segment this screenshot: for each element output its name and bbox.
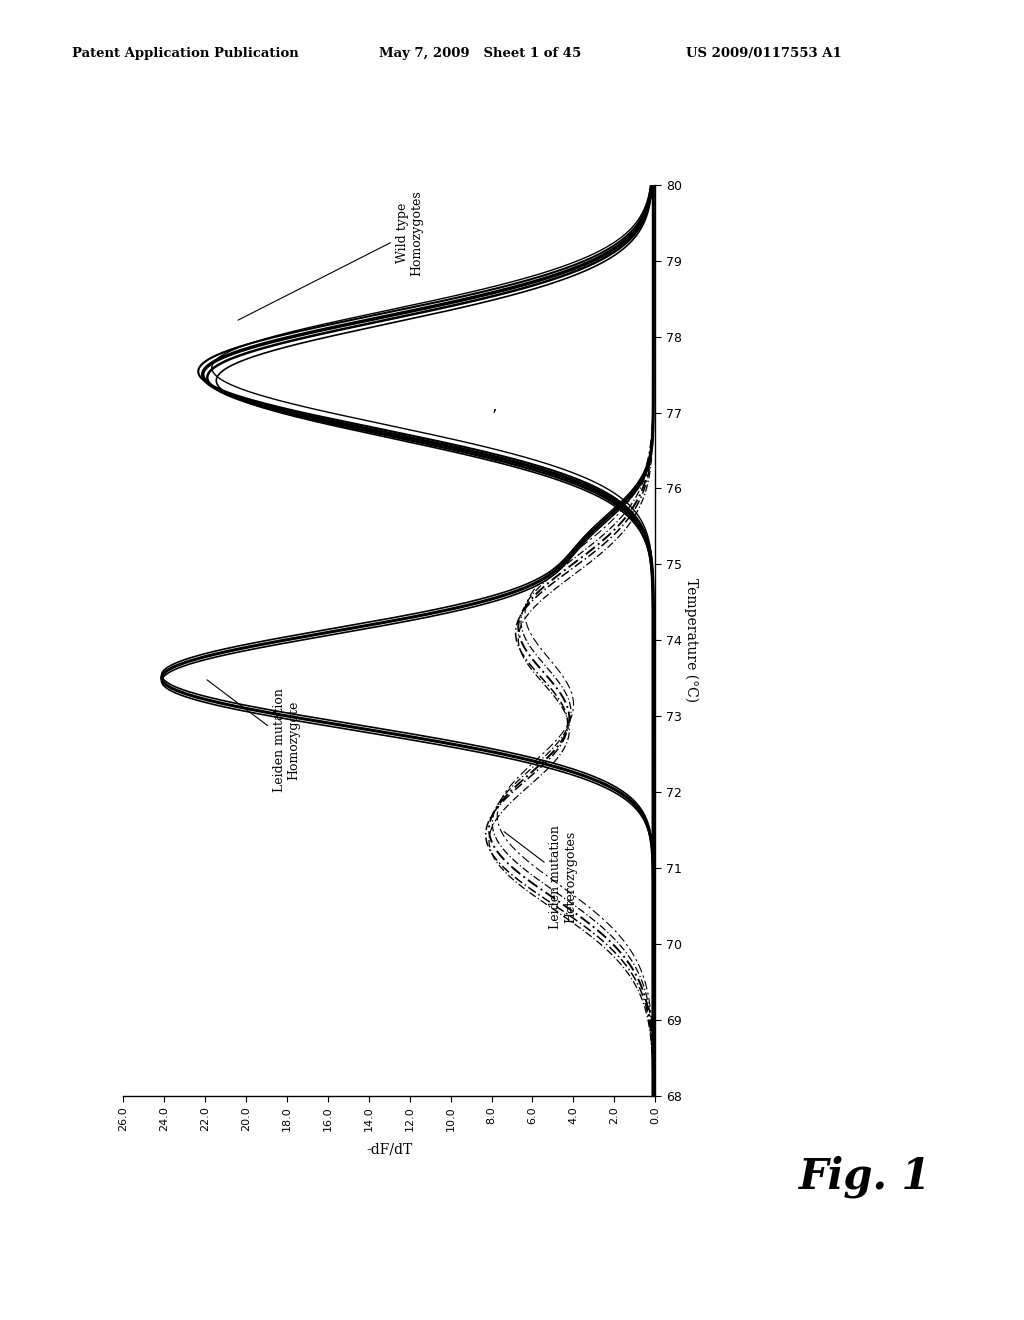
Text: Wild type
Homozygotes: Wild type Homozygotes bbox=[238, 190, 424, 321]
Text: May 7, 2009   Sheet 1 of 45: May 7, 2009 Sheet 1 of 45 bbox=[379, 46, 582, 59]
Text: ’: ’ bbox=[492, 408, 497, 426]
Y-axis label: Temperature (°C): Temperature (°C) bbox=[684, 578, 698, 702]
Text: Fig. 1: Fig. 1 bbox=[799, 1155, 931, 1197]
Text: Leiden mutation
Heterozygotes: Leiden mutation Heterozygotes bbox=[504, 825, 578, 928]
X-axis label: -dF/dT: -dF/dT bbox=[366, 1142, 413, 1156]
Text: Leiden mutation
Homozygote: Leiden mutation Homozygote bbox=[207, 680, 301, 792]
Text: US 2009/0117553 A1: US 2009/0117553 A1 bbox=[686, 46, 842, 59]
Text: Patent Application Publication: Patent Application Publication bbox=[72, 46, 298, 59]
